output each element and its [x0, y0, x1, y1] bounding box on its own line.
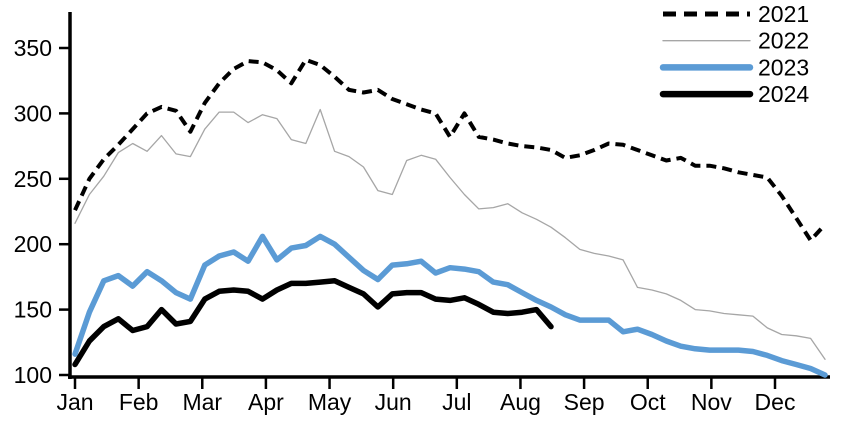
- series-2021-line: [73, 57, 827, 243]
- x-tick-label-may: May: [308, 389, 352, 415]
- legend-item-2023: 2023: [659, 54, 809, 80]
- y-tick-label: 250: [14, 166, 52, 192]
- legend-item-2024: 2024: [659, 81, 809, 107]
- y-tick-label: 350: [14, 35, 52, 61]
- series-2022-line: [74, 108, 826, 360]
- legend-item-2022: 2022: [662, 28, 809, 54]
- axes-layer: 100 150 200 250 300 350 Jan Feb Mar Apr May Jun Jul A…: [14, 12, 830, 415]
- y-tick-label: 200: [14, 231, 52, 257]
- series-2023-line: [72, 233, 828, 378]
- x-tick-label-jun: Jun: [375, 389, 412, 415]
- legend-label-2023: 2023: [758, 54, 809, 80]
- x-tick-label-mar: Mar: [182, 389, 222, 415]
- x-tick-label-apr: Apr: [248, 389, 284, 415]
- x-tick-label-nov: Nov: [691, 389, 732, 415]
- y-tick-label: 100: [14, 362, 52, 388]
- x-tick-label-sep: Sep: [564, 389, 605, 415]
- x-tick-label-feb: Feb: [119, 389, 159, 415]
- legend-item-2021: 2021: [663, 1, 809, 27]
- x-tick-label-aug: Aug: [500, 389, 541, 415]
- x-tick-label-jul: Jul: [442, 389, 471, 415]
- x-tick-label-oct: Oct: [630, 389, 666, 415]
- legend-label-2022: 2022: [758, 28, 809, 54]
- y-tick-label: 300: [14, 100, 52, 126]
- legend-label-2021: 2021: [758, 1, 809, 27]
- x-tick-label-dec: Dec: [755, 389, 796, 415]
- y-tick-label: 150: [14, 297, 52, 323]
- series-2024-line: [72, 278, 554, 368]
- x-tick-label-jan: Jan: [56, 389, 93, 415]
- series-layer: [72, 57, 828, 378]
- legend-label-2024: 2024: [758, 81, 809, 107]
